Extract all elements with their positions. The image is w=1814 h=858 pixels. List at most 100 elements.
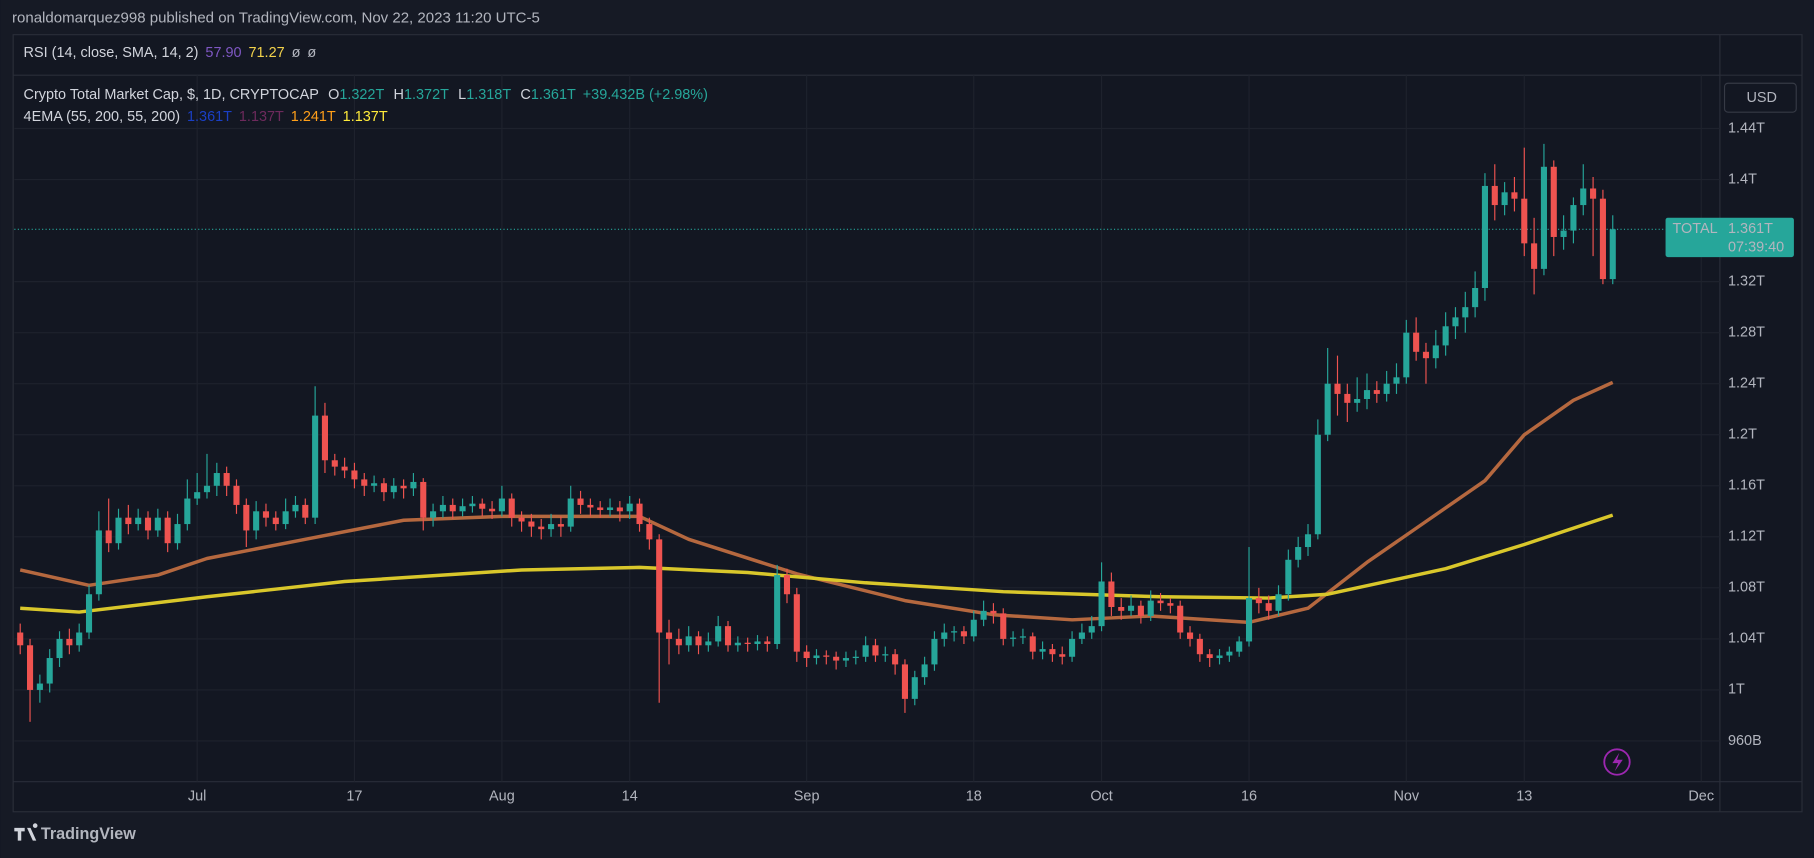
x-tick-label: Aug xyxy=(489,789,515,805)
candle-body xyxy=(1265,603,1272,611)
candle-body xyxy=(1462,307,1469,318)
candle-body xyxy=(1580,188,1587,206)
candle-body xyxy=(518,517,525,522)
candle-body xyxy=(253,511,260,531)
candle-body xyxy=(1363,390,1371,400)
candle-body xyxy=(1354,399,1361,403)
brand-name: TradingView xyxy=(41,825,136,843)
x-tick-label: 17 xyxy=(346,789,362,805)
candle-body xyxy=(95,530,102,595)
candle-body xyxy=(675,638,682,646)
x-tick-label: 14 xyxy=(622,789,638,805)
candle-body xyxy=(774,575,781,644)
x-tick-label: Dec xyxy=(1688,789,1714,805)
candle-body xyxy=(764,641,771,644)
candle-body xyxy=(154,517,161,531)
candle-body xyxy=(626,503,633,512)
candle-body xyxy=(430,511,437,518)
candle-body xyxy=(646,524,653,540)
rsi-value: 57.90 xyxy=(205,45,241,61)
candle-body xyxy=(1413,332,1420,352)
candle-body xyxy=(1108,581,1115,607)
candle-body xyxy=(754,641,761,644)
candle-body xyxy=(282,511,289,525)
candle-body xyxy=(410,481,417,489)
candle-body xyxy=(852,656,859,659)
candle-body xyxy=(990,610,997,614)
candle-body xyxy=(125,517,132,525)
candle-body xyxy=(1245,598,1253,642)
y-tick-label: 1.2T xyxy=(1728,427,1757,443)
candle-body xyxy=(262,511,270,518)
candle-body xyxy=(115,517,122,544)
candle-body xyxy=(361,479,368,486)
candle-body xyxy=(272,517,279,525)
candle-body xyxy=(498,498,505,512)
candle-body xyxy=(823,655,830,657)
candle-body xyxy=(1206,654,1213,659)
candle-body xyxy=(793,594,800,652)
alert-bolt xyxy=(1612,752,1623,772)
currency-button[interactable] xyxy=(1723,82,1797,113)
candle-body xyxy=(1118,606,1125,611)
candle-body xyxy=(803,651,810,659)
y-tick-label: 1T xyxy=(1728,682,1745,698)
ema-label: 4EMA (55, 200, 55, 200) xyxy=(24,109,181,125)
symbol-legend: Crypto Total Market Cap, $, 1D, CRYPTOCA… xyxy=(24,87,708,103)
price-label-value: 1.361T xyxy=(1728,221,1773,237)
candle-body xyxy=(1019,636,1026,638)
candle-body xyxy=(862,645,869,657)
candle-body xyxy=(76,632,83,646)
candle-body xyxy=(26,645,34,690)
candle-body xyxy=(46,658,53,684)
candle-body xyxy=(439,504,446,512)
axes: 960B 1T 1.04T 1.08T 1.12T 1.16T 1.2T 1.24T 1.28T… xyxy=(188,120,1794,805)
candle-body xyxy=(557,524,564,527)
rsi-value: 71.27 xyxy=(248,45,284,61)
candle-body xyxy=(174,524,181,544)
candle-body xyxy=(1481,185,1489,289)
candle-body xyxy=(911,677,918,699)
candle-body xyxy=(341,466,348,471)
candle-body xyxy=(833,656,840,661)
ema-value: 1.137T xyxy=(239,109,284,125)
rsi-legend: RSI (14, close, SMA, 14, 2) 57.90 71.27 ø ø xyxy=(24,45,317,61)
y-tick-label: 1.32T xyxy=(1728,273,1765,289)
candle-body xyxy=(184,498,191,525)
candle-body xyxy=(459,506,466,512)
candle-body xyxy=(1167,603,1174,606)
candle-body xyxy=(872,645,879,656)
candle-body xyxy=(1255,598,1262,604)
candle-body xyxy=(1550,166,1557,237)
candle-body xyxy=(1452,317,1459,327)
rsi-label: RSI (14, close, SMA, 14, 2) xyxy=(24,45,199,61)
candle-body xyxy=(213,473,220,486)
candle-body xyxy=(892,654,899,665)
candle-body xyxy=(1599,198,1606,280)
ema-line xyxy=(19,380,1614,625)
candle-body xyxy=(528,521,535,527)
candle-body xyxy=(1373,390,1380,394)
candle-body xyxy=(489,508,496,512)
candle-body xyxy=(577,498,584,505)
candle-body xyxy=(380,483,387,493)
candle-body xyxy=(724,626,732,646)
ema-value: 1.241T xyxy=(291,109,336,125)
alert-icon[interactable] xyxy=(1603,748,1631,776)
candle-body xyxy=(882,654,889,656)
candle-body xyxy=(17,632,24,646)
candle-body xyxy=(1029,636,1036,652)
candle-body xyxy=(1403,332,1410,378)
candle-body xyxy=(1501,192,1508,206)
candle-body xyxy=(203,485,211,493)
ohlc-value: 1.372T xyxy=(404,87,449,103)
candle-body xyxy=(960,631,967,637)
ohlc-key: C xyxy=(520,87,530,103)
candle-body xyxy=(1472,288,1479,308)
candle-body xyxy=(1098,581,1105,627)
y-tick-label: 1.04T xyxy=(1728,631,1765,647)
candle-body xyxy=(292,504,299,512)
candle-body xyxy=(1226,651,1233,656)
y-tick-label: 960B xyxy=(1728,733,1762,749)
